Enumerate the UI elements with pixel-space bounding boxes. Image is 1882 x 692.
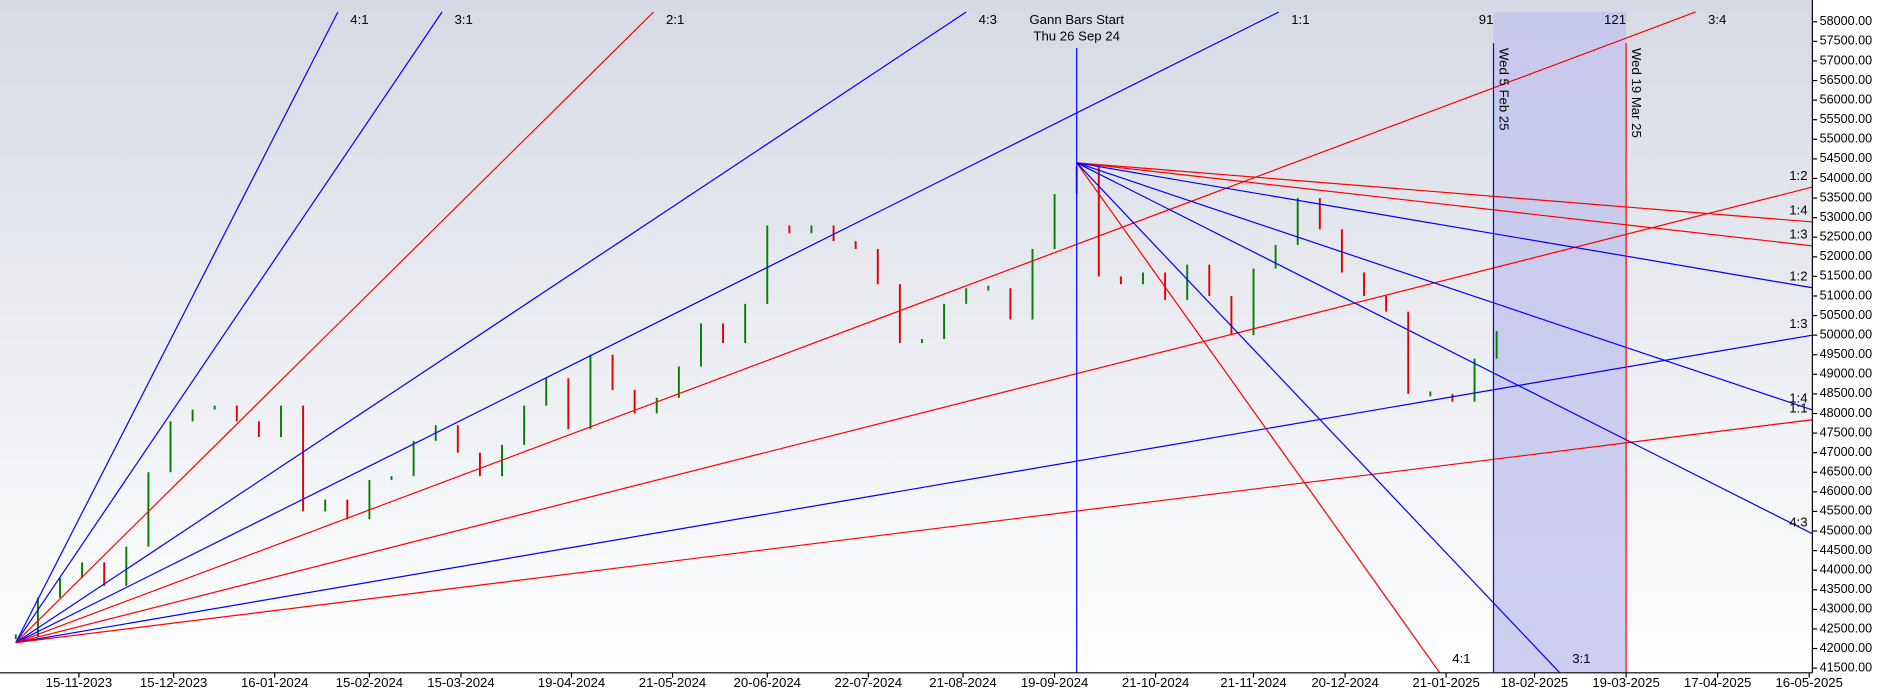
x-tick-label: 16-01-2024: [241, 675, 308, 690]
y-tick-label: 51000.00: [1820, 288, 1872, 302]
plot-layer: [14, 11, 1813, 673]
x-tick-label: 21-08-2024: [929, 675, 996, 690]
fan-label: 4:1: [350, 12, 368, 27]
y-tick-label: 45000.00: [1820, 523, 1872, 537]
y-tick-label: 43000.00: [1820, 602, 1872, 616]
x-tick-label: 19-04-2024: [538, 675, 605, 690]
x-tick-label: 15-11-2023: [46, 675, 113, 690]
x-tick-label: 21-10-2024: [1122, 675, 1189, 690]
y-tick-label: 55000.00: [1820, 132, 1872, 146]
fan-line: [1076, 162, 1561, 673]
fan-label: 1:3: [1789, 316, 1807, 331]
y-tick-label: 46000.00: [1820, 484, 1872, 498]
x-tick-label: 17-04-2025: [1684, 675, 1751, 690]
x-tick-label: 15-03-2024: [427, 675, 494, 690]
fan-line: [15, 11, 967, 644]
y-tick-label: 48000.00: [1820, 406, 1872, 420]
x-tick-label: 15-02-2024: [336, 675, 403, 690]
fan-label: 3:1: [1572, 651, 1590, 666]
fan-label: 3:4: [1708, 12, 1726, 27]
fan-line: [15, 419, 1813, 644]
marker-label: Wed 19 Mar 25: [1629, 48, 1644, 138]
fan-line: [1076, 162, 1441, 673]
fan-line: [15, 11, 443, 643]
x-tick-label: 19-09-2024: [1021, 675, 1088, 690]
x-tick-label: 22-07-2024: [835, 675, 902, 690]
fan-line: [1076, 162, 1813, 223]
y-tick-label: 42000.00: [1820, 641, 1872, 655]
fan-label: 1:2: [1789, 268, 1807, 283]
fan-label: 1:2: [1789, 168, 1807, 183]
y-tick-label: 49500.00: [1820, 347, 1872, 361]
y-tick-label: 50000.00: [1820, 327, 1872, 341]
y-tick-label: 45500.00: [1820, 504, 1872, 518]
y-tick-label: 41500.00: [1820, 660, 1872, 674]
y-tick-label: 47500.00: [1820, 425, 1872, 439]
marker-sublabel: Thu 26 Sep 24: [1033, 29, 1120, 44]
fan-label: 1:3: [1789, 227, 1807, 242]
fan-label: 3:1: [454, 12, 472, 27]
fan-line: [15, 11, 655, 644]
y-tick-label: 46500.00: [1820, 465, 1872, 479]
marker-count: 91: [1479, 12, 1494, 27]
fan-label: 2:1: [666, 12, 684, 27]
fan-line: [15, 11, 339, 643]
y-tick-label: 58000.00: [1820, 14, 1872, 28]
y-tick-label: 56000.00: [1820, 92, 1872, 106]
y-tick-label: 56500.00: [1820, 73, 1872, 87]
fan-line: [15, 11, 1280, 644]
y-tick-label: 44500.00: [1820, 543, 1872, 557]
overlay-layer: 4:1 3:1 2:1 4:3 1:1 3:41:21:31:11:41:31:21:44…: [350, 12, 1807, 666]
fan-label: 1:1: [1789, 400, 1807, 415]
fan-label: 1:4: [1789, 203, 1807, 218]
fan-line: [15, 334, 1813, 644]
x-tick-label: 19-03-2025: [1592, 675, 1659, 690]
y-tick-label: 47000.00: [1820, 445, 1872, 459]
y-tick-label: 53500.00: [1820, 190, 1872, 204]
fan-line: [1076, 162, 1813, 411]
marker-label: Wed 5 Feb 25: [1497, 48, 1512, 131]
y-tick-label: 48500.00: [1820, 386, 1872, 400]
y-tick-label: 43500.00: [1820, 582, 1872, 596]
y-tick-label: 50500.00: [1820, 308, 1872, 322]
y-tick-label: 51500.00: [1820, 269, 1872, 283]
fan-label: 1:1: [1291, 12, 1309, 27]
fan-line: [1076, 162, 1813, 289]
x-tick-label: 21-01-2025: [1412, 675, 1479, 690]
x-tick-label: 20-12-2024: [1311, 675, 1378, 690]
y-tick-label: 54000.00: [1820, 171, 1872, 185]
y-tick-label: 42500.00: [1820, 621, 1872, 635]
fan-label: 1:4: [1789, 391, 1807, 406]
y-tick-label: 44000.00: [1820, 563, 1872, 577]
x-tick-label: 20-06-2024: [734, 675, 801, 690]
fan-label: 4:3: [1789, 514, 1807, 529]
y-tick-label: 54500.00: [1820, 151, 1872, 165]
fan-line: [15, 186, 1813, 644]
time-window: [1493, 11, 1627, 673]
y-tick-label: 57000.00: [1820, 53, 1872, 67]
y-tick-label: 49000.00: [1820, 367, 1872, 381]
x-tick-label: 15-12-2023: [140, 675, 207, 690]
fan-line: [15, 11, 1696, 644]
marker-count: 121: [1604, 12, 1626, 27]
y-tick-label: 57500.00: [1820, 34, 1872, 48]
x-tick-label: 18-02-2025: [1501, 675, 1568, 690]
fan-label: 4:3: [979, 12, 997, 27]
x-tick-label: 21-05-2024: [639, 675, 706, 690]
x-tick-label: 16-05-2025: [1775, 675, 1842, 690]
x-tick-label: 21-11-2024: [1220, 675, 1287, 690]
y-tick-label: 52500.00: [1820, 230, 1872, 244]
y-tick-label: 55500.00: [1820, 112, 1872, 126]
fan-label: 4:1: [1452, 651, 1470, 666]
y-tick-label: 52000.00: [1820, 249, 1872, 263]
y-tick-label: 53000.00: [1820, 210, 1872, 224]
fan-line: [1076, 162, 1813, 247]
fan-line: [1076, 162, 1813, 535]
marker-label: Gann Bars Start: [1029, 12, 1124, 27]
